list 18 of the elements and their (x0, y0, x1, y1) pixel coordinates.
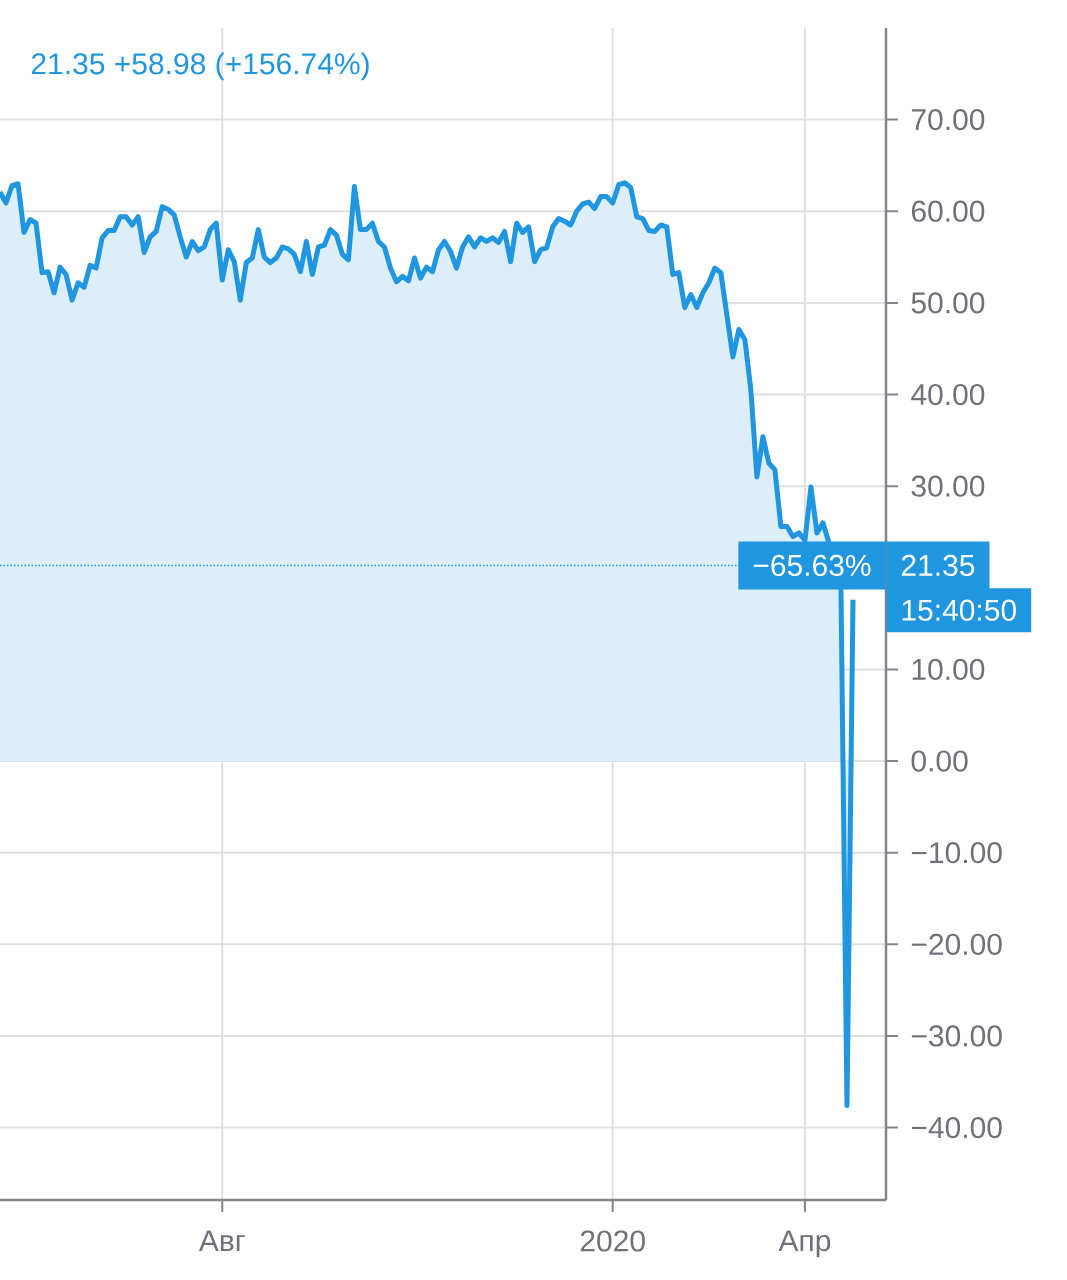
y-tick-label: 10.00 (912, 658, 985, 681)
annotation: −65.63% (753, 554, 871, 577)
x-tick-label: 2020 (580, 1230, 645, 1252)
y-tick-label: 30.00 (911, 475, 985, 497)
y-tick-label: −40.00 (911, 1116, 1002, 1139)
y-tick-label: 0.00 (911, 750, 968, 772)
annotation: 21.35 +58.98 (+156.74%) (31, 52, 369, 81)
y-tick-label: −20.00 (911, 933, 1002, 955)
x-tick-label: Апр (778, 1230, 831, 1258)
ref-line-label: 21.35 (901, 554, 975, 577)
y-tick-label: 60.00 (911, 200, 985, 222)
y-tick-label: 50.00 (911, 292, 985, 314)
text: 15:40:50 (902, 599, 1016, 621)
x-tick-label: Авг (198, 1230, 245, 1252)
y-tick-label: 40.00 (911, 383, 985, 406)
y-tick-label: 70.00 (911, 108, 985, 131)
y-tick-label: −10.00 (911, 842, 1002, 864)
y-tick-label: −30.00 (911, 1025, 1002, 1047)
